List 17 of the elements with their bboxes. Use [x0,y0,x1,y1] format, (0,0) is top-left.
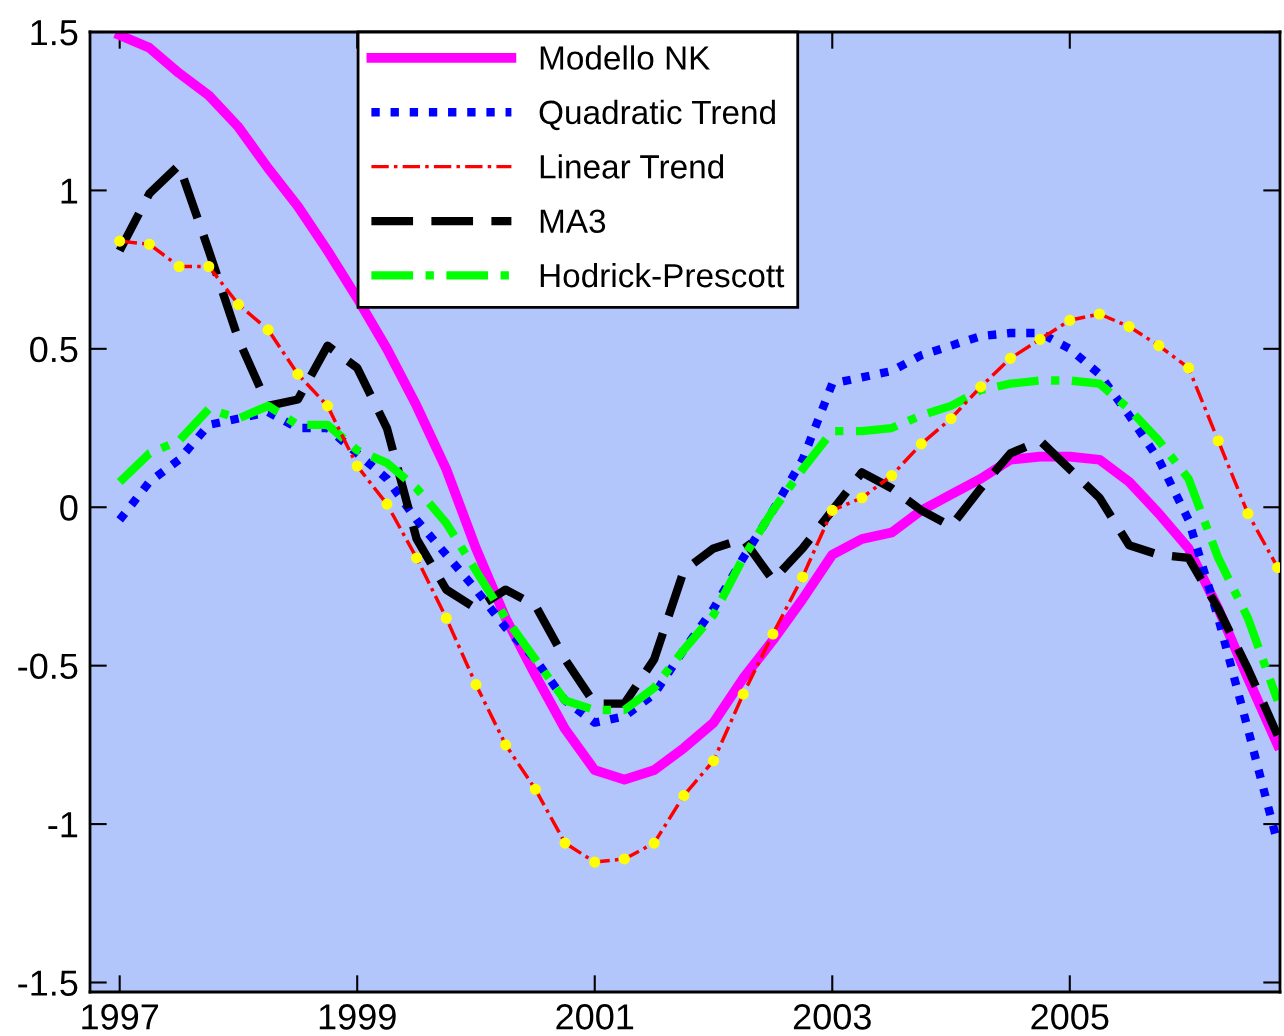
legend-label: Modello NK [540,45,710,70]
legend-label: MA3 [540,209,606,234]
x-tick-label: 1997 [82,1004,159,1030]
x-tick-label: 1999 [319,1004,396,1030]
legend-label: Quadratic Trend [539,99,775,131]
x-tick-label: 2001 [556,1004,634,1030]
legend-label: Hodrick-Prescott [540,262,785,288]
legend-label: Linear Trend [540,154,724,179]
y-tick-label: 1 [61,178,78,204]
y-tick-label: 1.5 [31,20,78,46]
y-tick-label: 0.5 [30,336,78,363]
y-tick-label: -0.5 [18,653,78,680]
y-tick-label: -1 [48,812,78,838]
x-tick-label: 2003 [793,1004,871,1030]
y-tick-label: 0 [60,495,78,521]
x-tick-label: 2005 [1031,1004,1109,1030]
y-tick-label: -1.5 [18,970,78,996]
